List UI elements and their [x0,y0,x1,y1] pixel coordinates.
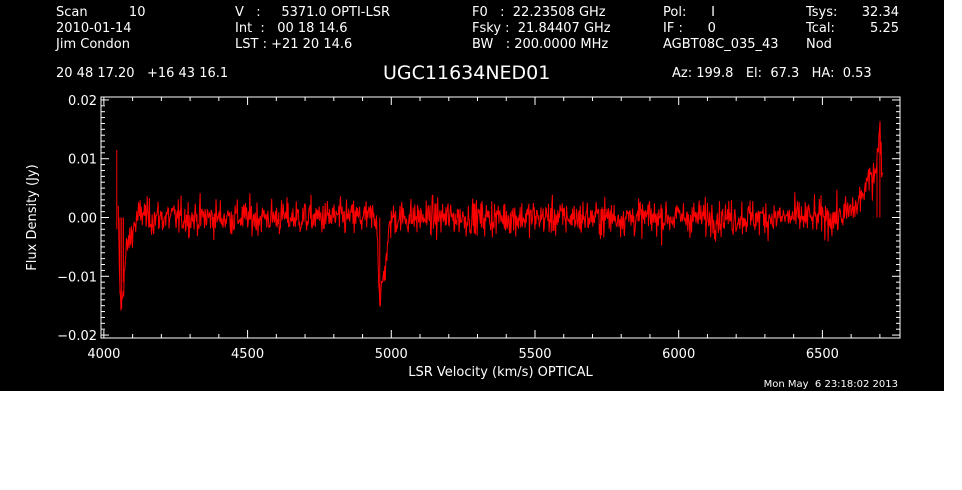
y-tick-label: −0.01 [57,270,97,285]
y-tick-label: 0.01 [68,153,97,168]
header-velocity: V : 5371.0 OPTI-LSR [235,5,391,20]
timestamp: Mon May 6 23:18:02 2013 [763,379,898,390]
y-tick-label: −0.02 [57,329,97,344]
header-nod: Nod [806,37,832,52]
x-tick-label: 6500 [806,347,839,362]
header-observer: Jim Condon [56,37,130,52]
source-title: UGC11634NED01 [383,62,551,84]
header-f0: F0 : 22.23508 GHz [472,5,606,20]
x-tick-label: 4500 [231,347,264,362]
header-if: IF : 0 [663,21,716,36]
y-axis-label: Flux Density (Jy) [25,164,40,270]
x-axis-label: LSR Velocity (km/s) OPTICAL [408,365,593,380]
y-tick-label: 0.00 [68,212,97,227]
x-tick-label: 5000 [375,347,408,362]
x-tick-label: 6000 [662,347,695,362]
header-tsys-value: 32.34 [861,5,899,20]
header-fsky: Fsky : 21.84407 GHz [472,21,611,36]
header-int: Int : 00 18 14.6 [235,21,348,36]
header-bw: BW : 200.0000 MHz [472,37,609,52]
header-tcal-label: Tcal: [806,21,835,36]
spectrum-trace [117,121,884,311]
header-pol: Pol: I [663,5,715,20]
plot-panel [0,0,944,391]
y-tick-label: 0.02 [68,94,97,109]
header-tcal-value: 5.25 [870,21,899,36]
x-tick-label: 5500 [518,347,551,362]
header-date: 2010-01-14 [56,21,132,36]
header-coords: 20 48 17.20 +16 43 16.1 [56,66,229,81]
x-tick-label: 4000 [87,347,120,362]
header-tsys-label: Tsys: [806,5,838,20]
header-pointing: Az: 199.8 El: 67.3 HA: 0.53 [672,66,872,81]
header-scan: Scan 10 [56,5,146,20]
header-project: AGBT08C_035_43 [663,37,779,52]
header-lst: LST : +21 20 14.6 [235,37,353,52]
